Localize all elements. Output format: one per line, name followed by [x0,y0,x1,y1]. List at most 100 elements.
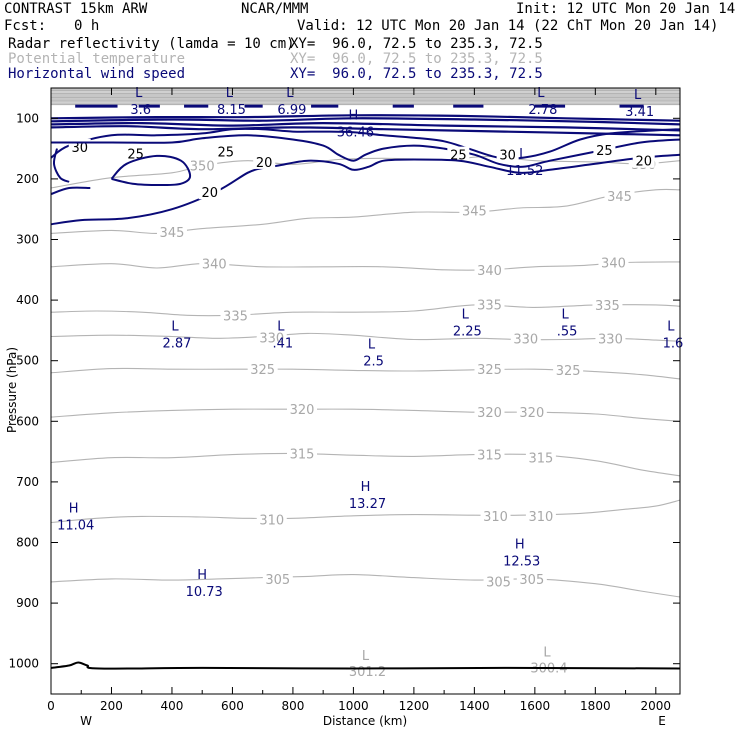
theta-label-bg [516,571,547,586]
y-tick-label: 1000 [8,657,39,671]
wind-extremum-value: 2.78 [528,103,557,118]
theta-label-bg [474,362,505,377]
theta-contour-330 [51,332,680,342]
theta-label-bg [516,405,547,420]
theta-label-bg [510,331,541,346]
wind-extremum-mark: H [515,538,525,553]
wind-extremum-mark: L [561,307,569,322]
wind-extremum-value: 1.6 [663,337,684,352]
theta-contour-310 [51,499,680,524]
wind-contour-label: 20 [635,155,652,170]
theta-min-mark: L [543,646,551,661]
theta-label-bg [598,255,629,270]
legend-reflectivity: Radar reflectivity (lamda = 10 cm) [8,36,295,52]
theta-contour-label: 325 [477,363,502,378]
theta-contour-305 [51,574,680,598]
y-tick-label: 500 [16,354,39,368]
wind-contour-label: 30 [499,149,516,164]
wind-extremum-value: 2.5 [363,355,384,370]
legend-wind: Horizontal wind speed [8,66,186,82]
theta-contour-350 [51,155,680,189]
wind-contour-label: 20 [256,156,273,171]
theta-contour-label: 310 [528,510,553,525]
wind-contour-label: 30 [71,141,88,156]
theta-label-bg [286,446,317,461]
wind-extremum-mark: L [368,338,376,353]
y-tick-label: 600 [16,414,39,428]
theta-contours: 3503503453453453403403403353353353303303… [51,155,680,680]
wind-extremum-mark: L [171,320,179,335]
wind-contour-20 [51,153,680,226]
x-tick-label: 1400 [459,699,490,713]
wind-extremum-mark: H [69,501,79,516]
y-tick-label: 100 [16,111,39,125]
theta-contour-315 [51,452,680,477]
theta-contour-label: 305 [486,575,511,590]
theta-contour-345 [51,188,680,234]
x-tick-label: 1000 [338,699,369,713]
theta-contour-label: 335 [595,299,620,314]
wind-extremum-value: 11.04 [57,518,94,533]
x-tick-label: 1800 [580,699,611,713]
wind-extremum-mark: L [226,86,234,101]
wind-label-bg [496,146,519,162]
wind-label-bg [214,143,237,159]
wind-extremum-mark: L [667,320,675,335]
upper-band [51,88,680,137]
theta-contour-label: 350 [190,160,215,175]
wind-contour-label: 25 [218,146,235,161]
theta-contour-label: 340 [202,258,227,273]
wind-extremum-value: 12.53 [503,555,540,570]
surface-pressure-line [51,661,680,670]
wind-extremum-mark: L [519,147,527,162]
theta-contour-label: 325 [250,363,275,378]
theta-label-bg [480,508,511,523]
jet-contour [51,114,680,122]
init-time: Init: 12 UTC Mon 20 Jan 14 [516,1,736,17]
theta-label-bg [156,225,187,240]
axes: 0 200 400 600 800 1000 1200 1400 1600 1800 2000 100… [8,87,681,713]
theta-label-bg [592,297,623,312]
wind-extremum-value: 10.73 [186,585,223,600]
theta-label-bg [474,262,505,277]
theta-label-bg [474,405,505,420]
x-tick-label: 0 [47,699,55,713]
theta-label-bg [262,571,293,586]
theta-contour-340 [51,261,680,271]
wind-extremum-mark: H [361,480,371,495]
wind-contour-label: 20 [201,186,218,201]
theta-contour-335 [51,304,680,317]
theta-label-bg [474,297,505,312]
theta-label-bg [286,402,317,417]
wind-extremum-value: 2.25 [453,324,482,339]
wind-contour-25 [51,134,680,168]
jet-contour [51,125,680,137]
theta-label-bg [459,203,490,218]
wind-extremum-mark: H [349,109,359,124]
y-tick-label: 400 [16,293,39,307]
theta-contour-label: 320 [477,406,502,421]
wind-label-bg [593,141,616,157]
wind-extremum-value: 36.46 [337,126,374,141]
theta-label-bg [474,447,505,462]
x-axis-label: Distance (km) [323,714,407,728]
theta-label-bg [220,308,251,323]
theta-contour-label: 330 [513,332,538,347]
x-tick-label: 2000 [641,699,672,713]
model-title: CONTRAST 15km ARW [4,1,148,17]
valid-time: Valid: 12 UTC Mon 20 Jan 14 (22 ChT Mon … [297,18,719,34]
theta-label-bg [247,362,278,377]
theta-label-bg [199,256,230,271]
wind-contour-30 [51,127,680,160]
theta-contour-label: 315 [528,452,553,467]
east-label: E [658,714,666,728]
wind-extremum-value: 8.15 [217,103,246,118]
wind-label-bg [253,153,276,169]
theta-contour-label: 305 [519,573,544,588]
theta-min-value: 301.2 [349,665,386,680]
theta-contour-label: 345 [160,226,185,241]
wind-label-bg [198,184,221,200]
wind-extremum-mark: L [634,88,642,103]
